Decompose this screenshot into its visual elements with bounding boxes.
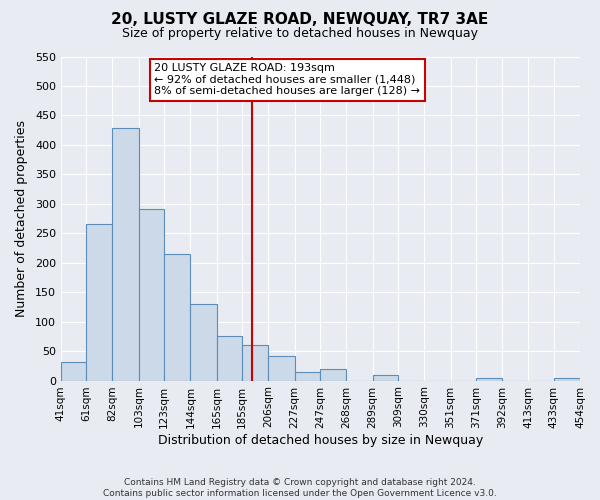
Bar [139, 208, 164, 380]
Bar [242, 345, 268, 380]
Text: 20 LUSTY GLAZE ROAD: 193sqm
← 92% of detached houses are smaller (1,448)
8% of s: 20 LUSTY GLAZE ROAD: 193sqm ← 92% of det… [154, 63, 421, 96]
Bar [554, 378, 580, 380]
Bar [190, 304, 217, 380]
Bar [61, 362, 86, 380]
Bar [112, 128, 139, 380]
X-axis label: Distribution of detached houses by size in Newquay: Distribution of detached houses by size … [158, 434, 483, 448]
Bar [295, 372, 320, 380]
Text: 20, LUSTY GLAZE ROAD, NEWQUAY, TR7 3AE: 20, LUSTY GLAZE ROAD, NEWQUAY, TR7 3AE [112, 12, 488, 28]
Y-axis label: Number of detached properties: Number of detached properties [15, 120, 28, 317]
Bar [373, 374, 398, 380]
Bar [476, 378, 502, 380]
Bar [320, 369, 346, 380]
Bar [164, 254, 190, 380]
Bar [86, 224, 112, 380]
Text: Size of property relative to detached houses in Newquay: Size of property relative to detached ho… [122, 28, 478, 40]
Text: Contains HM Land Registry data © Crown copyright and database right 2024.
Contai: Contains HM Land Registry data © Crown c… [103, 478, 497, 498]
Bar [217, 336, 242, 380]
Bar [268, 356, 295, 380]
